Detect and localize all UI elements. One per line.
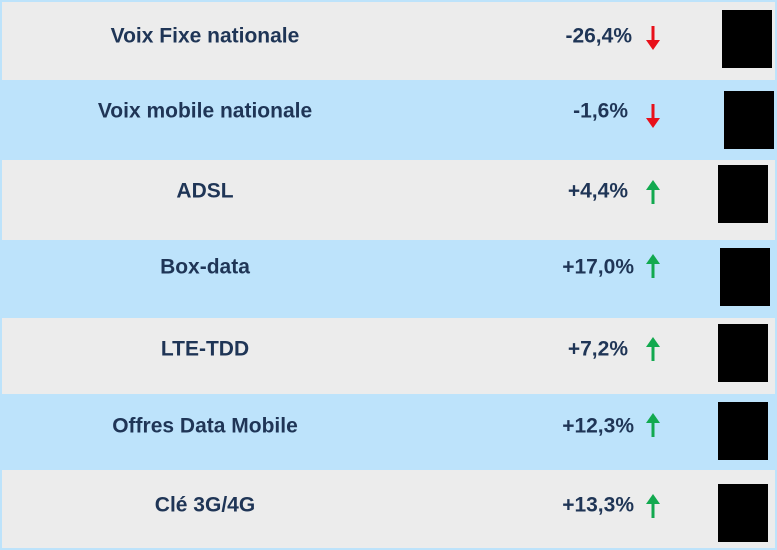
up-arrow bbox=[646, 337, 660, 361]
trend-icon bbox=[718, 402, 768, 460]
up-arrow bbox=[646, 494, 660, 518]
row-label: Clé 3G/4G bbox=[155, 494, 255, 517]
up-arrow bbox=[646, 413, 660, 437]
row-background bbox=[0, 394, 777, 470]
row-background bbox=[0, 470, 777, 550]
row-value: -1,6% bbox=[573, 100, 628, 123]
row-value: +7,2% bbox=[568, 338, 628, 361]
row-label: ADSL bbox=[176, 180, 233, 203]
row-value: +4,4% bbox=[568, 180, 628, 203]
down-arrow bbox=[646, 104, 660, 128]
up-arrow bbox=[646, 254, 660, 278]
row-label: Voix Fixe nationale bbox=[111, 25, 300, 48]
row-value: +17,0% bbox=[562, 256, 634, 279]
trend-icon bbox=[720, 248, 770, 306]
row-background bbox=[0, 318, 777, 394]
row-label: Offres Data Mobile bbox=[112, 415, 298, 438]
row-background bbox=[0, 160, 777, 240]
row-label: Voix mobile nationale bbox=[98, 100, 312, 123]
row-background bbox=[0, 240, 777, 318]
row-value: +13,3% bbox=[562, 494, 634, 517]
trend-icon bbox=[722, 10, 772, 68]
trend-icon bbox=[718, 324, 768, 382]
trend-icon bbox=[724, 91, 774, 149]
row-label: LTE-TDD bbox=[161, 338, 249, 361]
down-arrow bbox=[646, 26, 660, 50]
row-label: Box-data bbox=[160, 256, 250, 279]
row-value: +12,3% bbox=[562, 415, 634, 438]
trend-icon bbox=[718, 165, 768, 223]
trend-icon bbox=[718, 484, 768, 542]
row-value: -26,4% bbox=[565, 25, 632, 48]
up-arrow bbox=[646, 180, 660, 204]
